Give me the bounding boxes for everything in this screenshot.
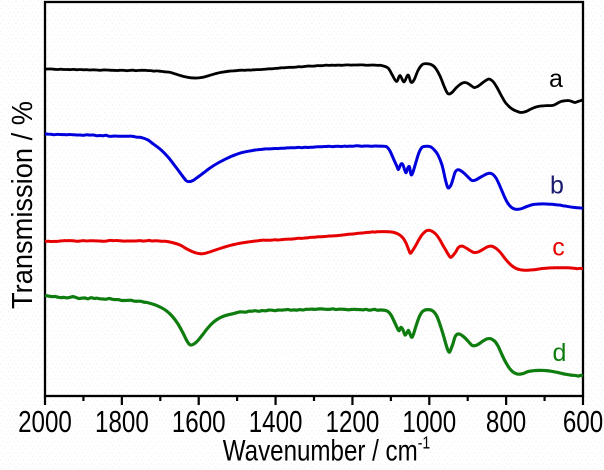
svg-text:c: c <box>552 234 565 262</box>
svg-text:600: 600 <box>563 404 603 439</box>
svg-text:b: b <box>550 172 564 200</box>
svg-text:1800: 1800 <box>95 404 149 439</box>
svg-text:d: d <box>553 339 567 367</box>
svg-text:1000: 1000 <box>402 404 456 439</box>
svg-text:800: 800 <box>486 404 526 439</box>
svg-text:a: a <box>549 65 563 93</box>
svg-text:Transmission / %: Transmission / % <box>6 101 38 309</box>
svg-text:1200: 1200 <box>326 404 380 439</box>
svg-text:2000: 2000 <box>18 404 72 439</box>
svg-text:Wavenumber / cm-1: Wavenumber / cm-1 <box>223 433 431 467</box>
svg-text:1600: 1600 <box>172 404 226 439</box>
svg-text:1400: 1400 <box>249 404 303 439</box>
